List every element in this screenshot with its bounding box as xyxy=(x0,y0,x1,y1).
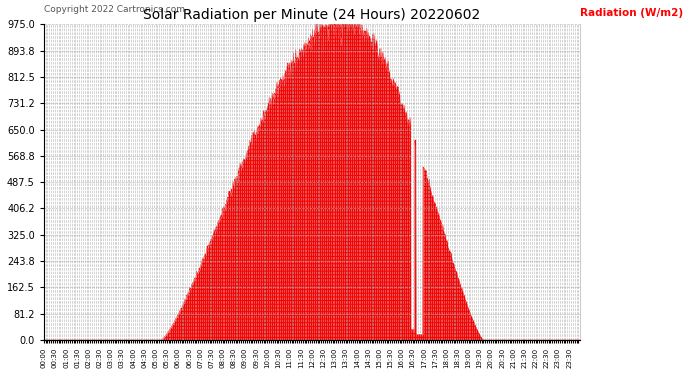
Y-axis label: Radiation (W/m2): Radiation (W/m2) xyxy=(580,8,683,18)
Title: Solar Radiation per Minute (24 Hours) 20220602: Solar Radiation per Minute (24 Hours) 20… xyxy=(144,8,480,22)
Text: Copyright 2022 Cartronics.com: Copyright 2022 Cartronics.com xyxy=(43,5,185,14)
